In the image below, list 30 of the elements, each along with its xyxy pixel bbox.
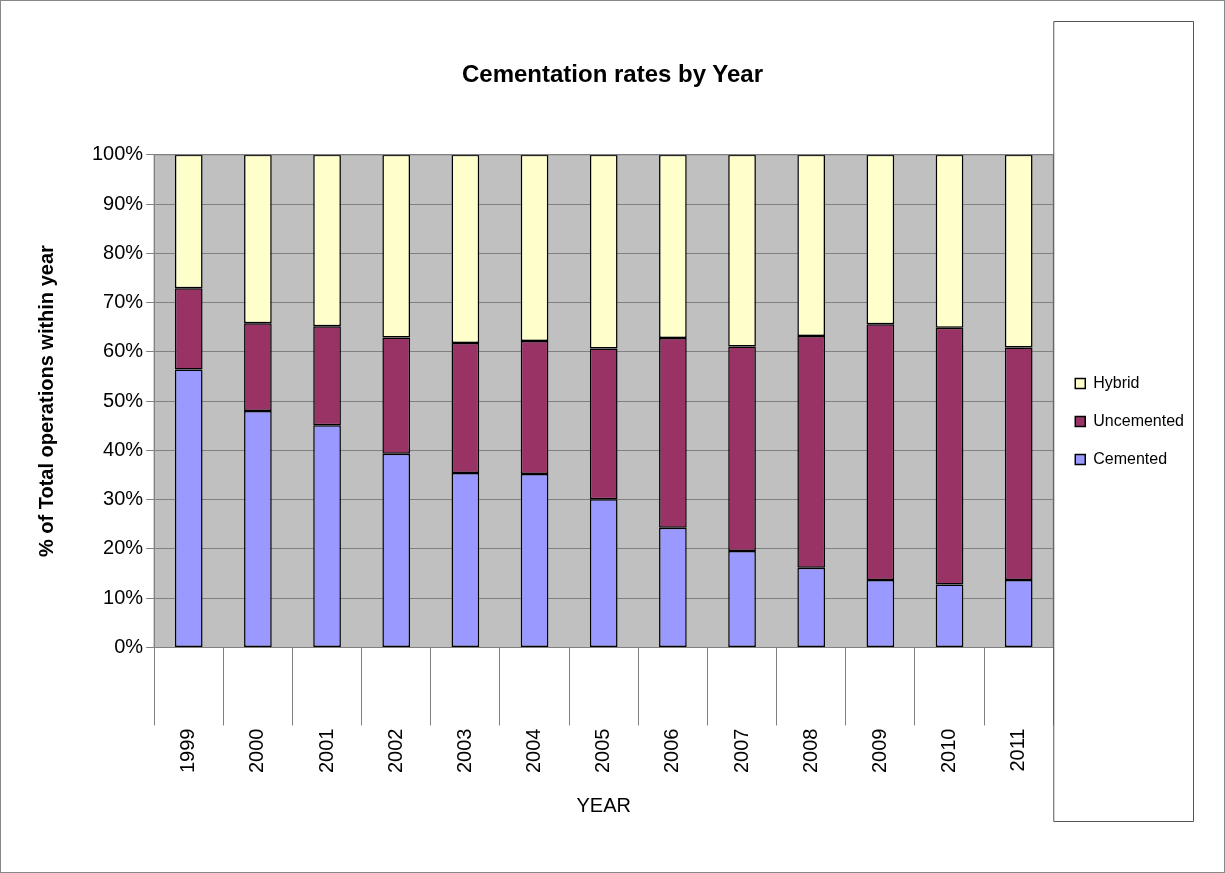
x-tick-label: 2007 [729, 728, 752, 774]
y-tick-label: 30% [103, 487, 144, 510]
x-tick-label: 2005 [591, 728, 614, 774]
y-tick-label: 90% [103, 191, 144, 214]
y-tick-label: 60% [103, 339, 144, 362]
y-tick-label: 80% [103, 240, 144, 263]
x-tick-label: 2008 [798, 728, 821, 774]
y-tick-label: 70% [103, 290, 144, 313]
x-tick-label: 2001 [314, 728, 337, 774]
legend-label: Uncemented [1093, 411, 1184, 429]
x-tick-label: 2011 [1006, 728, 1029, 772]
legend-label: Cemented [1093, 449, 1168, 467]
y-tick-label: 0% [114, 635, 144, 658]
legend-label: Hybrid [1093, 373, 1140, 391]
x-tick-label: 2009 [867, 728, 890, 774]
y-tick-label: 50% [103, 388, 144, 411]
y-tick-label: 100% [92, 142, 144, 165]
x-tick-label: 2004 [522, 728, 545, 774]
x-tick-label: 2000 [245, 728, 268, 774]
y-tick-label: 40% [103, 437, 144, 460]
x-tick-label: 2002 [383, 728, 406, 774]
x-axis-title: YEAR [576, 793, 631, 816]
x-tick-label: 2003 [452, 728, 475, 774]
x-tick-label: 1999 [176, 728, 199, 774]
x-tick-label: 2006 [660, 728, 683, 774]
y-tick-label: 10% [103, 585, 144, 608]
y-axis-title: % of Total operations within year [34, 245, 57, 558]
chart-title: Cementation rates by Year [461, 60, 764, 88]
x-tick-label: 2010 [937, 728, 960, 774]
y-tick-label: 20% [103, 536, 144, 559]
